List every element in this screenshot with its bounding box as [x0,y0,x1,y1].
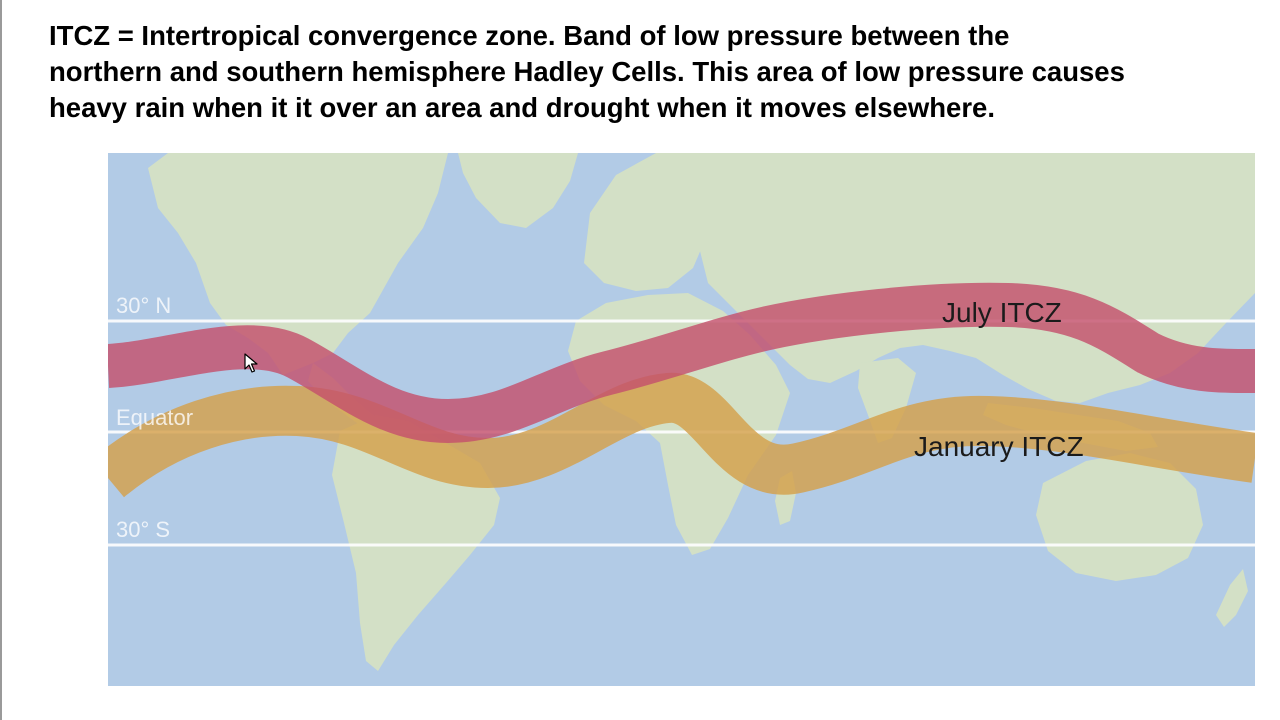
label-30s: 30° S [116,517,170,542]
description-line-1: ITCZ = Intertropical convergence zone. B… [49,20,1010,51]
mouse-pointer-icon [244,353,258,373]
july-itcz-band [108,282,1255,444]
map-svg: 30° N Equator 30° S July ITCZ January IT… [108,153,1255,686]
january-itcz-band [108,372,1255,498]
description-line-2: northern and southern hemisphere Hadley … [49,56,1125,87]
window-left-edge [0,0,2,720]
greenland [458,153,578,228]
label-30n: 30° N [116,293,171,318]
january-itcz-label: January ITCZ [914,431,1084,462]
itcz-world-map: 30° N Equator 30° S July ITCZ January IT… [108,153,1255,686]
australia [1036,453,1203,581]
new-zealand [1216,569,1248,627]
description-line-3: heavy rain when it it over an area and d… [49,92,995,123]
itcz-description: ITCZ = Intertropical convergence zone. B… [49,18,1249,126]
july-itcz-label: July ITCZ [942,297,1062,328]
label-equator: Equator [116,405,193,430]
